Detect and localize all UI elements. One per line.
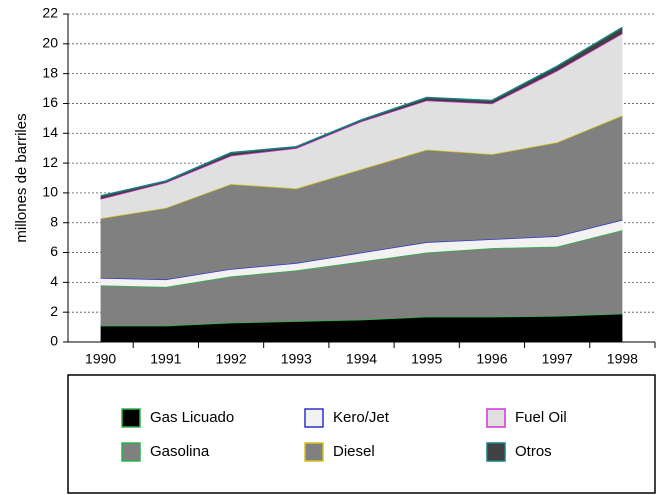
y-tick-label: 12 xyxy=(42,154,58,170)
legend-swatch xyxy=(486,442,506,462)
x-tick-label: 1991 xyxy=(150,351,181,367)
legend-label: Gasolina xyxy=(150,443,210,460)
y-tick-label: 6 xyxy=(50,243,58,259)
x-tick-label: 1990 xyxy=(85,351,116,367)
area xyxy=(100,313,623,342)
area xyxy=(100,33,623,219)
legend-swatch xyxy=(121,442,141,462)
x-tick-label: 1995 xyxy=(411,351,442,367)
y-tick-label: 2 xyxy=(50,303,58,319)
y-tick-label: 14 xyxy=(42,124,58,140)
y-tick-label: 20 xyxy=(42,35,58,51)
legend-swatch xyxy=(304,408,324,428)
x-tick-label: 1993 xyxy=(281,351,312,367)
legend-swatch xyxy=(486,408,506,428)
x-tick-label: 1996 xyxy=(476,351,507,367)
legend-label: Kero/Jet xyxy=(333,409,390,426)
legend-label: Fuel Oil xyxy=(515,409,567,426)
y-tick-label: 22 xyxy=(42,5,58,21)
y-tick-label: 18 xyxy=(42,64,58,80)
legend-box xyxy=(67,374,656,494)
legend-label: Otros xyxy=(515,443,552,460)
x-tick-label: 1997 xyxy=(542,351,573,367)
y-tick-label: 0 xyxy=(50,333,58,349)
x-tick-label: 1998 xyxy=(607,351,638,367)
legend-label: Diesel xyxy=(333,443,375,460)
y-tick-label: 16 xyxy=(42,94,58,110)
legend-swatch xyxy=(121,408,141,428)
area xyxy=(100,115,623,280)
area-edge xyxy=(100,26,623,197)
x-tick-label: 1992 xyxy=(215,351,246,367)
y-tick-label: 10 xyxy=(42,184,58,200)
y-axis-label: millones de barriles xyxy=(13,113,30,242)
area xyxy=(100,230,623,326)
legend-swatch xyxy=(304,442,324,462)
legend-label: Gas Licuado xyxy=(150,409,234,426)
y-tick-label: 4 xyxy=(50,273,58,289)
y-tick-label: 8 xyxy=(50,213,58,229)
x-tick-label: 1994 xyxy=(346,351,377,367)
